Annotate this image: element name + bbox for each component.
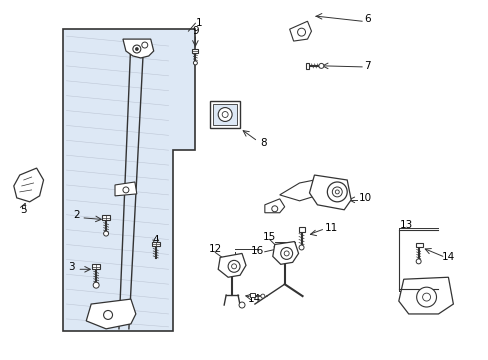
Text: 12: 12 bbox=[208, 244, 222, 255]
Text: 5: 5 bbox=[20, 205, 27, 215]
Text: 3: 3 bbox=[68, 262, 75, 272]
Circle shape bbox=[260, 294, 264, 298]
Circle shape bbox=[326, 182, 346, 202]
FancyBboxPatch shape bbox=[92, 264, 100, 269]
Circle shape bbox=[218, 108, 232, 121]
Circle shape bbox=[135, 48, 138, 50]
Polygon shape bbox=[63, 29, 195, 331]
Circle shape bbox=[222, 112, 228, 117]
Polygon shape bbox=[309, 175, 350, 210]
Text: 7: 7 bbox=[364, 61, 370, 71]
Circle shape bbox=[415, 259, 420, 264]
Circle shape bbox=[231, 264, 236, 269]
Text: 13: 13 bbox=[399, 220, 412, 230]
Circle shape bbox=[318, 63, 323, 68]
FancyBboxPatch shape bbox=[192, 49, 198, 53]
FancyBboxPatch shape bbox=[298, 227, 304, 231]
Circle shape bbox=[239, 302, 244, 308]
Text: 2: 2 bbox=[73, 210, 80, 220]
Circle shape bbox=[93, 282, 99, 288]
Circle shape bbox=[280, 247, 292, 260]
Polygon shape bbox=[210, 100, 240, 129]
Circle shape bbox=[271, 206, 277, 212]
Text: 4: 4 bbox=[152, 234, 159, 244]
Circle shape bbox=[122, 187, 129, 193]
Circle shape bbox=[103, 310, 112, 319]
Circle shape bbox=[422, 293, 429, 301]
Circle shape bbox=[133, 45, 141, 53]
Text: 9: 9 bbox=[192, 26, 198, 36]
Circle shape bbox=[228, 260, 240, 272]
Circle shape bbox=[193, 61, 197, 65]
Circle shape bbox=[299, 245, 304, 250]
Polygon shape bbox=[213, 104, 237, 125]
Text: 8: 8 bbox=[259, 138, 266, 148]
Text: 16: 16 bbox=[251, 247, 264, 256]
Polygon shape bbox=[14, 168, 43, 202]
Circle shape bbox=[297, 28, 305, 36]
Polygon shape bbox=[398, 277, 452, 314]
Circle shape bbox=[103, 231, 108, 236]
Text: 11: 11 bbox=[324, 222, 337, 233]
FancyBboxPatch shape bbox=[151, 242, 160, 247]
Polygon shape bbox=[264, 199, 284, 213]
Text: 10: 10 bbox=[358, 193, 371, 203]
Circle shape bbox=[416, 287, 436, 307]
Text: 15: 15 bbox=[263, 231, 276, 242]
Polygon shape bbox=[218, 253, 245, 277]
Polygon shape bbox=[115, 182, 137, 196]
Circle shape bbox=[335, 190, 339, 194]
Text: 1: 1 bbox=[195, 18, 202, 28]
FancyBboxPatch shape bbox=[249, 293, 254, 297]
FancyBboxPatch shape bbox=[415, 243, 422, 247]
Polygon shape bbox=[86, 299, 136, 329]
Polygon shape bbox=[122, 39, 153, 58]
Polygon shape bbox=[272, 242, 298, 264]
FancyBboxPatch shape bbox=[305, 63, 309, 69]
Text: 6: 6 bbox=[364, 14, 370, 24]
Text: 14: 14 bbox=[248, 294, 261, 304]
Circle shape bbox=[332, 187, 342, 197]
Text: 14: 14 bbox=[441, 252, 454, 262]
FancyBboxPatch shape bbox=[102, 215, 110, 220]
Polygon shape bbox=[289, 21, 311, 41]
Circle shape bbox=[284, 251, 288, 256]
Circle shape bbox=[142, 42, 147, 48]
Polygon shape bbox=[279, 180, 317, 201]
